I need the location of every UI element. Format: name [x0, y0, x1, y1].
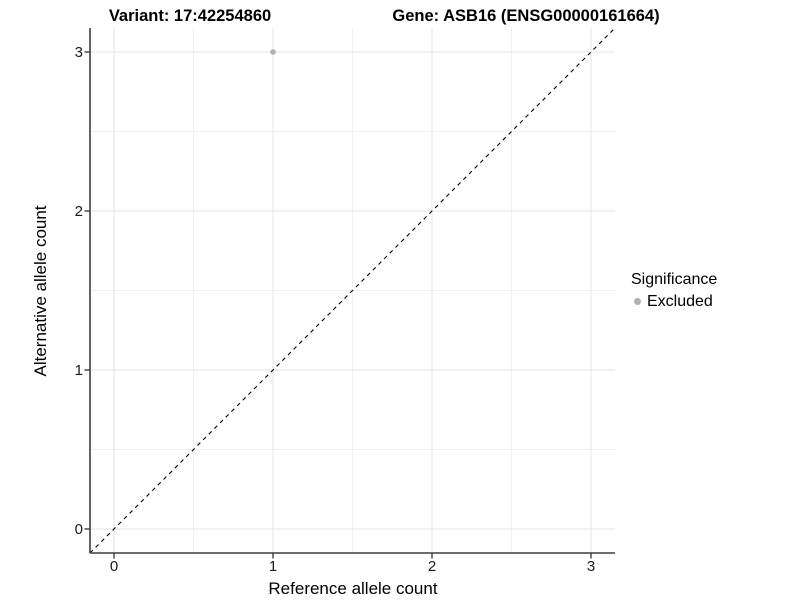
- y-tick-label: 0: [75, 521, 83, 538]
- identity-line-layer: [89, 27, 616, 554]
- legend-point-swatch-icon: [634, 298, 641, 305]
- y-axis-title: Alternative allele count: [31, 205, 50, 376]
- legend-title: Significance: [631, 271, 718, 288]
- legend-entry-label: Excluded: [647, 293, 713, 310]
- y-tick-label: 2: [75, 203, 83, 220]
- data-point-excluded: [270, 49, 276, 55]
- identity-line: [89, 27, 616, 554]
- x-tick-label: 0: [110, 558, 118, 575]
- x-tick-label: 1: [269, 558, 277, 575]
- x-axis-title: Reference allele count: [268, 579, 437, 598]
- y-tick-label: 3: [75, 44, 83, 61]
- legend-entry-excluded: Excluded: [631, 292, 717, 311]
- data-points: [270, 49, 276, 55]
- x-tick-label: 3: [587, 558, 595, 575]
- legend: Significance Excluded: [631, 270, 717, 311]
- y-tick-label: 1: [75, 362, 83, 379]
- variant-title: Variant: 17:42254860: [109, 7, 271, 25]
- axes: [84, 28, 615, 559]
- gene-title: Gene: ASB16 (ENSG00000161664): [392, 7, 659, 25]
- x-tick-label: 2: [428, 558, 436, 575]
